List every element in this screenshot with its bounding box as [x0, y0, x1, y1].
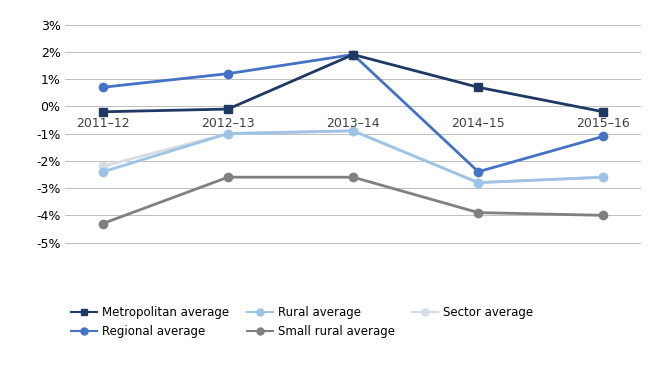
- Text: 2012–13: 2012–13: [201, 117, 255, 130]
- Text: 2011–12: 2011–12: [76, 117, 129, 130]
- Text: 2015–16: 2015–16: [577, 117, 630, 130]
- Legend: Metropolitan average, Regional average, Rural average, Small rural average, Sect: Metropolitan average, Regional average, …: [71, 306, 533, 338]
- Text: 2013–14: 2013–14: [326, 117, 380, 130]
- Text: 2014–15: 2014–15: [451, 117, 505, 130]
